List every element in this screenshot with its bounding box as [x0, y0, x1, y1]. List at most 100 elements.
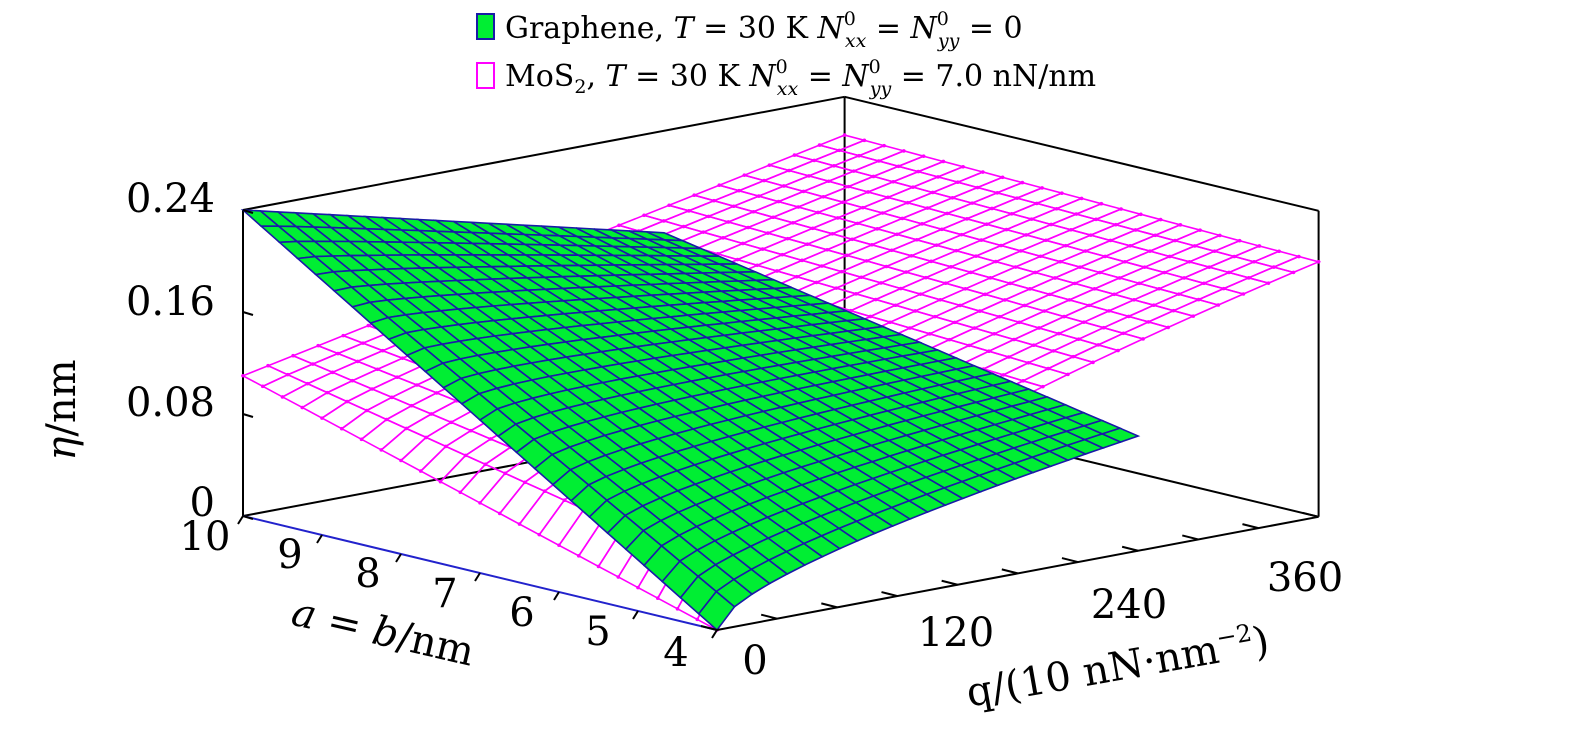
surface-node	[438, 479, 443, 484]
surface-patch	[1100, 427, 1141, 443]
surface-node	[947, 337, 952, 342]
surface-node	[667, 203, 671, 208]
q-tick-mark	[1121, 545, 1139, 552]
surface-node	[320, 416, 324, 420]
surface-node	[365, 408, 369, 413]
surface-node	[929, 259, 933, 264]
q-tick-label: 120	[918, 610, 994, 656]
surface-node	[900, 216, 905, 221]
surface-node	[955, 180, 960, 185]
surface-node	[807, 174, 811, 178]
surface-node	[1237, 238, 1242, 243]
surface-node	[1074, 212, 1079, 216]
surface-node	[913, 309, 918, 313]
surface-node	[864, 259, 869, 263]
a-tick-mark	[237, 515, 244, 525]
surface-node	[868, 314, 873, 319]
surface-node	[933, 314, 937, 319]
surface-node	[399, 458, 403, 463]
surface-node	[409, 403, 414, 408]
surface-node	[1162, 270, 1167, 275]
surface-node	[642, 213, 646, 218]
surface-node	[737, 188, 741, 193]
surface-node	[886, 195, 890, 200]
surface-node	[920, 222, 924, 226]
surface-node	[791, 220, 795, 225]
surface-node	[940, 227, 944, 232]
surface-node	[616, 575, 621, 579]
surface-node	[842, 133, 847, 137]
surface-node	[692, 193, 696, 198]
surface-node	[1057, 331, 1061, 336]
surface-node	[1062, 314, 1066, 319]
surface-node	[1202, 281, 1206, 286]
surface-node	[999, 243, 1003, 248]
surface-node	[717, 183, 722, 187]
surface-node	[760, 247, 765, 251]
q-tick-mark	[881, 591, 898, 598]
surface-node	[488, 437, 493, 441]
surface-node	[280, 395, 285, 399]
surface-node	[924, 275, 928, 280]
surface-node	[400, 356, 405, 360]
surface-node	[972, 326, 977, 330]
surface-node	[1096, 343, 1101, 347]
surface-node	[902, 149, 906, 153]
surface-node	[366, 323, 371, 328]
surface-node	[1041, 384, 1045, 389]
surface-node	[1022, 303, 1027, 308]
surface-node	[995, 191, 1000, 195]
surface-node	[1026, 360, 1031, 365]
surface-node	[1132, 297, 1136, 302]
surface-node	[449, 420, 453, 425]
surface-node	[266, 363, 270, 368]
surface-node	[889, 248, 894, 253]
surface-node	[911, 185, 915, 189]
surface-node	[820, 264, 824, 268]
surface-node	[1088, 233, 1093, 237]
surface-node	[596, 564, 601, 569]
graphene-surface	[240, 209, 1141, 632]
surface-node	[850, 237, 854, 242]
surface-node	[839, 269, 844, 274]
surface-node	[875, 227, 880, 231]
surface-node	[1266, 281, 1271, 285]
surface-node	[834, 286, 839, 290]
surface-node	[1101, 325, 1106, 330]
surface-node	[984, 222, 989, 227]
surface-node	[415, 383, 419, 387]
surface-node	[1091, 360, 1095, 365]
surface-node	[1207, 265, 1212, 269]
surface-node	[1076, 337, 1081, 342]
surface-node	[821, 195, 826, 199]
surface-node	[742, 173, 747, 177]
surface-node	[950, 195, 955, 200]
surface-node	[1098, 270, 1102, 275]
surface-node	[884, 264, 889, 269]
surface-node	[862, 138, 867, 143]
surface-node	[339, 426, 344, 431]
q-tick-mark	[941, 579, 958, 586]
surface-node	[967, 343, 971, 348]
surface-node	[837, 148, 842, 153]
surface-node	[1123, 259, 1127, 264]
surface-node	[1079, 196, 1084, 201]
surface-node	[945, 211, 949, 216]
surface-node	[1141, 337, 1145, 341]
surface-node	[854, 292, 858, 296]
surface-node	[938, 297, 943, 302]
surface-node	[1116, 348, 1120, 353]
surface-node	[305, 381, 310, 386]
surface-node	[1040, 186, 1044, 190]
surface-node	[731, 204, 736, 209]
surface-node	[1216, 303, 1221, 307]
surface-node	[880, 211, 885, 215]
z-tick-label: 0	[190, 480, 215, 526]
surface-node	[975, 185, 980, 190]
surface-node	[463, 453, 468, 458]
a-tick-label: 9	[277, 532, 302, 578]
z-tick-mark	[242, 209, 254, 214]
surface-node	[1277, 249, 1281, 254]
surface-node	[918, 292, 923, 296]
